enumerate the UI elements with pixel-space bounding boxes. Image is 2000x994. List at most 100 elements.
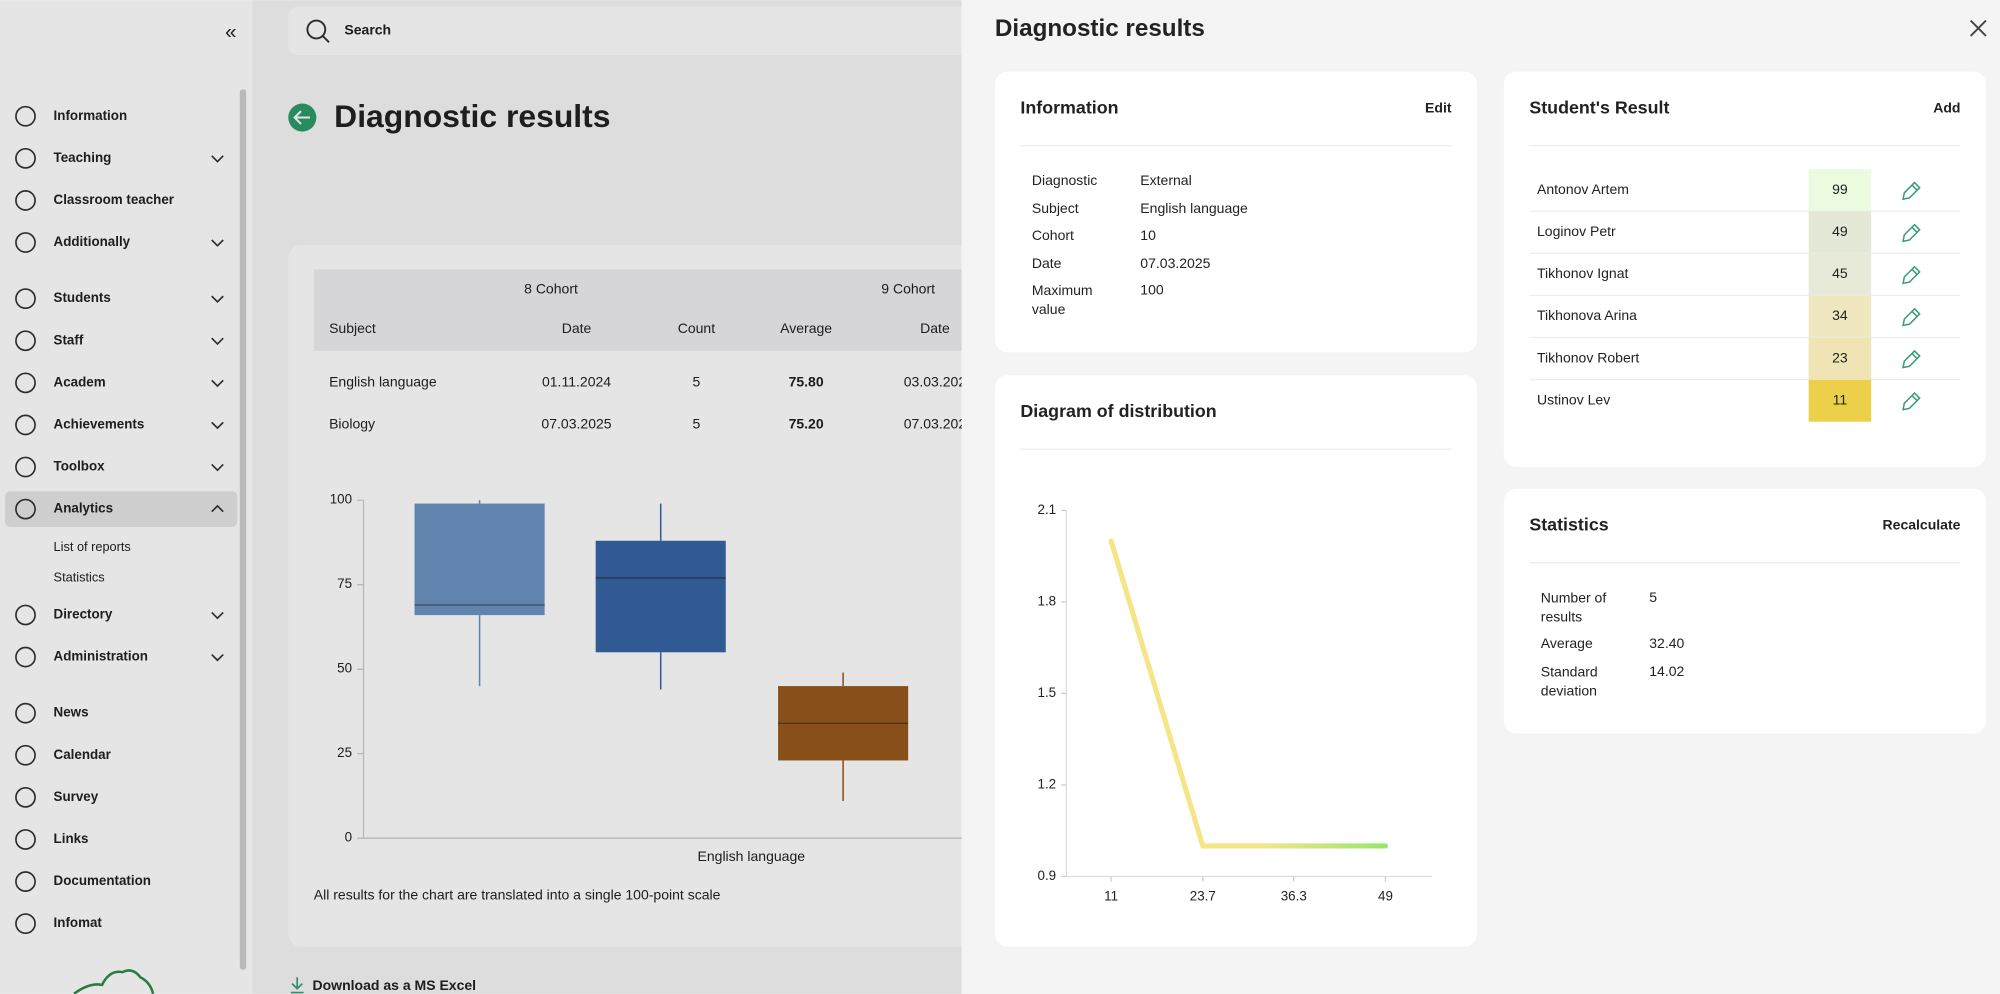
nav-icon	[15, 604, 36, 626]
student-score: 23	[1832, 349, 1848, 365]
column-header: Subject	[329, 320, 376, 336]
card-action[interactable]: Add	[1933, 99, 1960, 115]
card-action[interactable]: Recalculate	[1883, 516, 1961, 532]
nav-item[interactable]: Documentation	[54, 873, 151, 888]
box	[414, 503, 545, 616]
y-tick-label: 100	[330, 492, 352, 507]
nav-chevron	[211, 653, 224, 662]
score-cell	[1808, 169, 1872, 212]
nav-item[interactable]: Administration	[54, 649, 148, 664]
y-tick-label: 0.9	[1038, 868, 1057, 883]
nav-item[interactable]: Analytics	[54, 501, 113, 516]
overlay	[0, 0, 962, 994]
nav-chevron	[211, 295, 224, 304]
edit-button[interactable]	[1902, 349, 1921, 369]
nav-icon	[15, 829, 36, 850]
close-button[interactable]	[1969, 19, 1987, 37]
nav-chevron	[211, 504, 224, 513]
search-icon	[306, 19, 327, 40]
table-cell: 75.80	[789, 374, 824, 390]
field-value: 07.03.2025	[1140, 255, 1210, 271]
student-score: 34	[1832, 307, 1848, 323]
nav-item[interactable]: Teaching	[54, 150, 112, 165]
nav-item[interactable]: Survey	[54, 789, 99, 804]
y-tick-label: 25	[337, 745, 352, 760]
nav-item[interactable]: Students	[54, 290, 111, 305]
edit-button[interactable]	[1902, 223, 1921, 243]
field-label: Average	[1541, 635, 1593, 651]
nav-icon	[15, 498, 36, 520]
chart-note: All results for the chart are translated…	[314, 886, 721, 902]
edit-button[interactable]	[1902, 181, 1921, 201]
field-label: Maximum value	[1032, 282, 1093, 317]
nav-item[interactable]: Directory	[54, 607, 113, 622]
table-cell: 5	[693, 416, 701, 432]
nav-item[interactable]: News	[54, 705, 89, 720]
score-cell	[1808, 337, 1872, 380]
edit-button[interactable]	[1902, 265, 1921, 285]
collapse-button[interactable]: «	[225, 22, 236, 44]
card-action[interactable]: Edit	[1425, 99, 1452, 115]
y-tick-label: 1.8	[1038, 593, 1057, 608]
table-header	[313, 269, 1029, 351]
y-tick-label: 50	[337, 661, 352, 676]
nav-active	[5, 491, 238, 527]
student-score: 49	[1832, 223, 1848, 239]
statistics-card	[1503, 488, 1986, 734]
nav-subitem[interactable]: Statistics	[54, 569, 105, 584]
nav-icon	[15, 372, 36, 394]
x-tick-label: 11	[1104, 888, 1118, 903]
nav-item[interactable]: Information	[54, 108, 128, 123]
nav-icon	[15, 744, 36, 766]
edit-button[interactable]	[1902, 307, 1921, 327]
field-value: 100	[1140, 282, 1164, 298]
search-input[interactable]: Search	[344, 22, 391, 38]
nav-icon	[15, 105, 36, 127]
field-label: Cohort	[1032, 227, 1074, 243]
back-arrow	[293, 110, 310, 125]
nav-item[interactable]: Academ	[54, 374, 106, 389]
column-header: Average	[780, 320, 832, 336]
cohort-header: 9 Cohort	[881, 280, 935, 296]
nav-item[interactable]: Additionally	[54, 234, 131, 249]
student-name: Loginov Petr	[1537, 223, 1616, 239]
y-tick-label: 1.5	[1038, 685, 1057, 700]
nav-item[interactable]: Toolbox	[54, 459, 106, 474]
nav-item[interactable]: Achievements	[54, 416, 145, 431]
y-tick-label: 2.1	[1038, 502, 1057, 517]
student-score: 11	[1833, 391, 1848, 407]
card-title: Student's Result	[1529, 97, 1669, 117]
table-cell: English language	[329, 374, 437, 390]
nav-subitem[interactable]: List of reports	[54, 539, 131, 554]
nav-item[interactable]: Links	[54, 831, 89, 846]
field-label: Diagnostic	[1032, 172, 1097, 188]
field-label: Subject	[1032, 200, 1079, 216]
y-tick-label: 0	[345, 830, 352, 845]
student-name: Ustinov Lev	[1537, 391, 1610, 407]
nav-chevron	[211, 337, 224, 346]
table-cell: 01.11.2024	[542, 374, 611, 390]
nav-icon	[15, 147, 36, 169]
x-tick-label: 49	[1378, 888, 1393, 903]
nav-chevron	[211, 239, 224, 247]
nav-icon	[15, 414, 36, 436]
student-name: Tikhonov Robert	[1537, 349, 1639, 365]
field-value: 10	[1140, 227, 1156, 243]
nav-icon	[15, 288, 36, 310]
nav-item[interactable]: Calendar	[54, 747, 111, 762]
field-value: External	[1140, 172, 1191, 188]
field-label: Date	[1032, 255, 1062, 271]
nav-item[interactable]: Infomat	[54, 915, 103, 930]
student-name: Antonov Artem	[1537, 181, 1629, 197]
nav-item[interactable]: Classroom teacher	[54, 192, 174, 207]
edit-button[interactable]	[1902, 391, 1921, 411]
table-cell: 07.03.2025	[541, 416, 611, 432]
table-cell: 75.20	[789, 416, 824, 432]
table-cell: 07.03.202	[904, 416, 967, 432]
drawer-title: Diagnostic results	[995, 15, 1205, 42]
download-link[interactable]: Download as a MS Excel	[313, 977, 477, 993]
nav-item[interactable]: Staff	[54, 332, 84, 347]
information-card	[994, 71, 1478, 353]
field-value: English language	[1140, 200, 1248, 216]
student-score: 99	[1832, 181, 1848, 197]
